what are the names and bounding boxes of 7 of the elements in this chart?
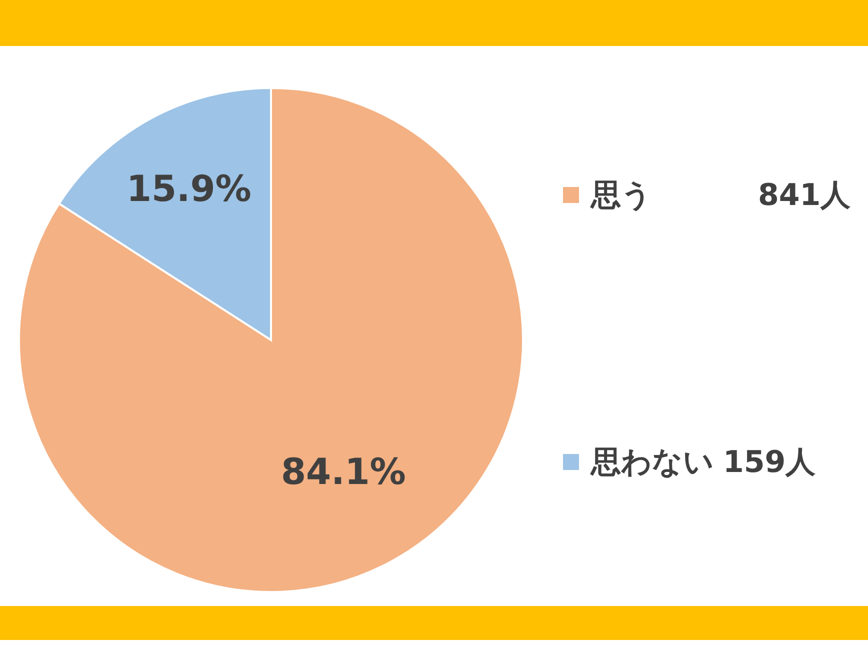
- legend-label: 思わない: [591, 444, 714, 482]
- text: 841人: [758, 176, 851, 214]
- data-label: 15.9%: [126, 169, 252, 210]
- legend-label: 思う: [591, 176, 652, 214]
- data-label: 84.1%: [280, 452, 406, 494]
- pie-slice: [18, 87, 524, 593]
- text: 159人: [723, 444, 816, 482]
